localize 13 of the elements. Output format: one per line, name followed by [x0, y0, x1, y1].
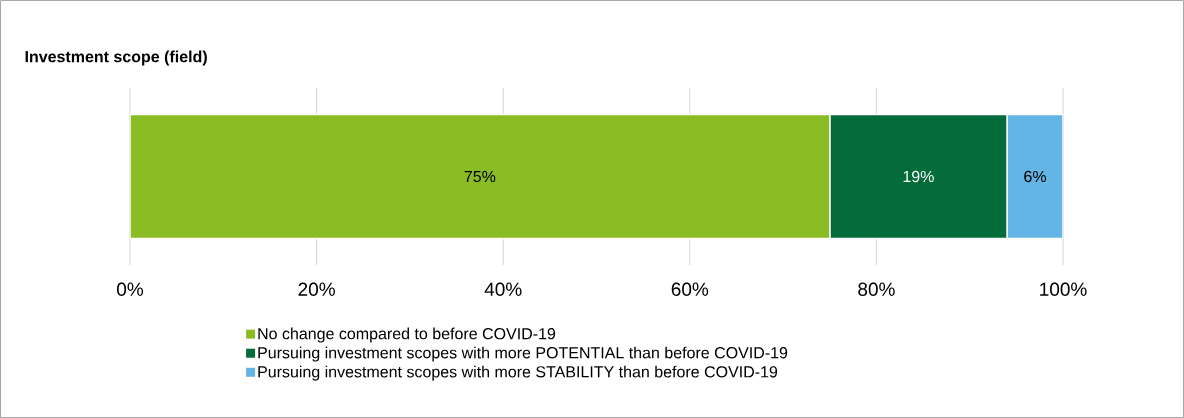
x-tick-label: 40%: [484, 282, 522, 296]
legend-label: No change compared to before COVID-19: [258, 327, 556, 343]
legend-label: Pursuing investment scopes with more STABILITY than before COVID-19: [258, 365, 778, 381]
legend-label: Pursuing investment scopes with more POTENTIAL than before COVID-19: [258, 346, 788, 362]
data-label: 75%: [464, 170, 496, 183]
x-tick-label: 0%: [117, 282, 144, 296]
x-tick-label: 100%: [1040, 282, 1087, 296]
x-tick-label: 20%: [298, 282, 335, 296]
data-label: 6%: [1024, 170, 1047, 183]
x-tick-label: 60%: [671, 282, 709, 296]
x-tick-label: 80%: [858, 282, 895, 296]
data-label: 19%: [903, 170, 934, 183]
chart-title: Investment scope (field): [25, 50, 207, 66]
